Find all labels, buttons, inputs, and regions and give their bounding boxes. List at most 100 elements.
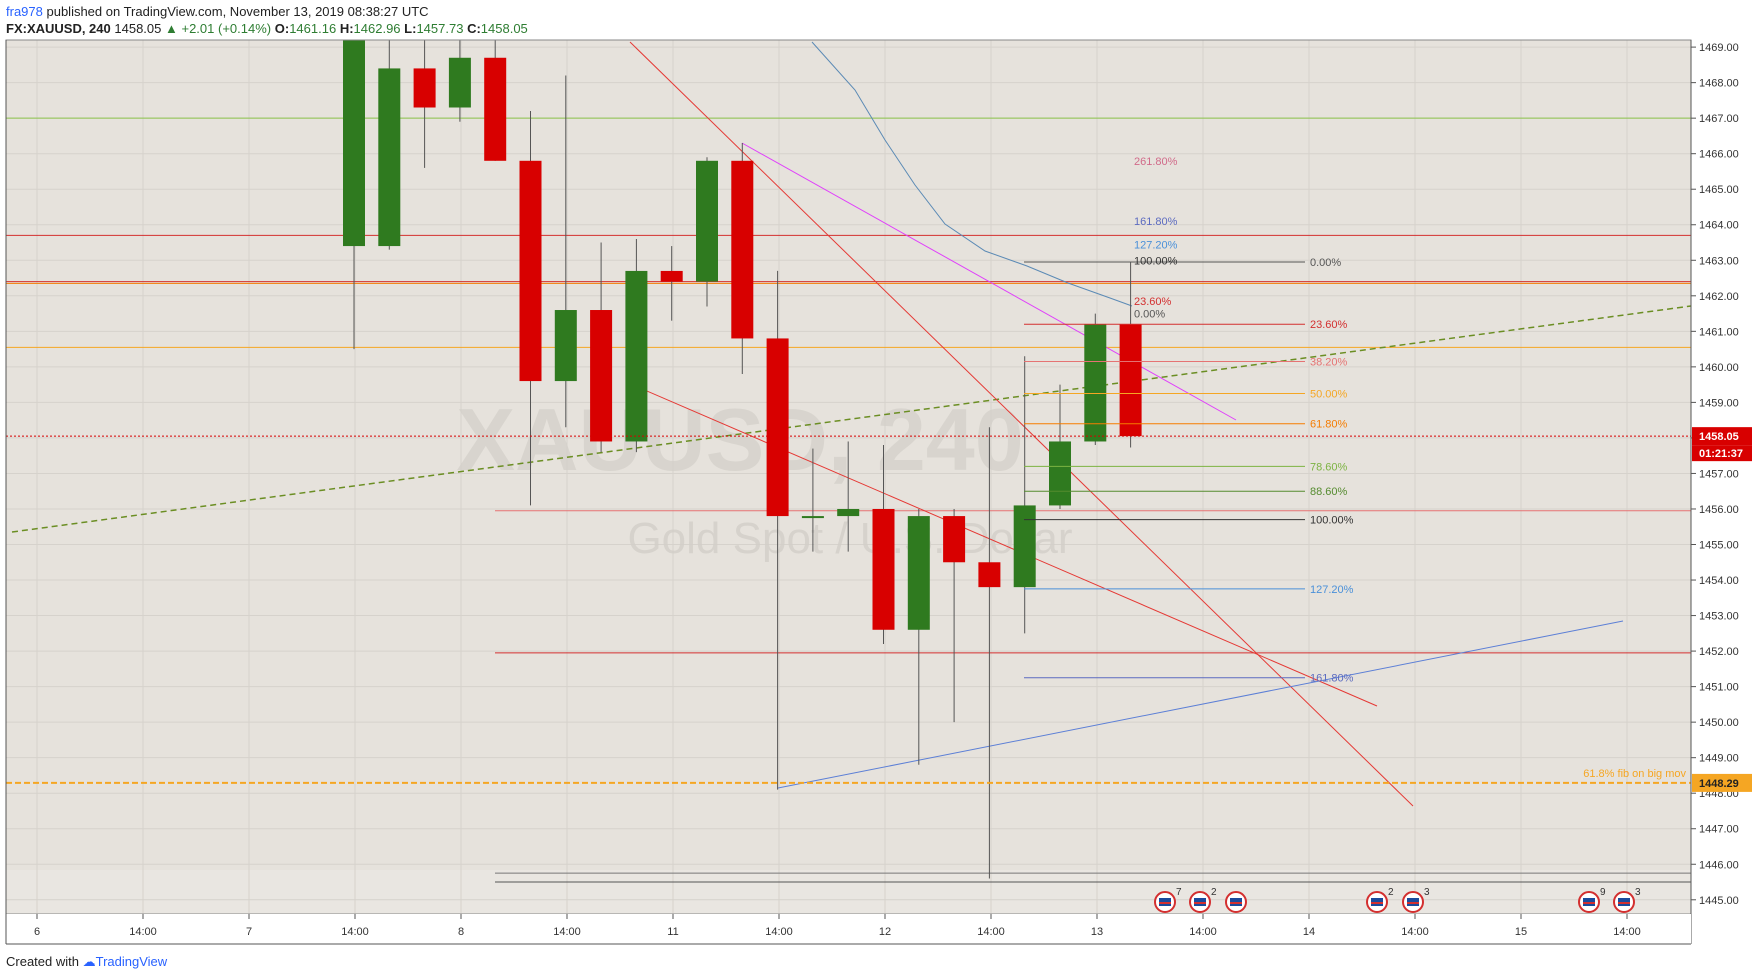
time-tick-label: 14:00 — [129, 926, 157, 938]
price-axis — [1691, 40, 1755, 944]
author-link[interactable]: fra978 — [6, 4, 43, 19]
time-tick-label: 12 — [879, 926, 891, 938]
current-price-tag-value: 1458.05 — [1699, 431, 1739, 443]
high-value: 1462.96 — [353, 21, 401, 36]
fib-extension-label: 0.00% — [1134, 309, 1165, 321]
time-tick-label: 14:00 — [765, 926, 793, 938]
moving-average-line — [811, 41, 1133, 307]
published-text: published on TradingView.com, November 1… — [42, 4, 429, 19]
publish-info: fra978 published on TradingView.com, Nov… — [6, 4, 429, 19]
time-tick-label: 6 — [34, 926, 40, 938]
fib-level-label: 100.00% — [1310, 515, 1354, 527]
current-price-tag — [1692, 427, 1752, 446]
candle-body — [343, 40, 365, 247]
last-price: 1458.05 — [114, 21, 162, 36]
time-axis — [6, 914, 1691, 944]
falling-trendline — [629, 41, 1414, 807]
event-count: 3 — [1635, 887, 1641, 898]
candle-body — [731, 160, 754, 339]
fib-level-label: 50.00% — [1310, 389, 1348, 401]
fib-big-move-note: 61.8% fib on big mov — [1583, 768, 1686, 780]
price-tick-label: 1464.00 — [1699, 220, 1739, 232]
candle-body — [1049, 441, 1071, 506]
candle-body — [484, 57, 507, 161]
candle-body — [413, 68, 436, 108]
price-tick-label: 1450.00 — [1699, 717, 1739, 729]
low-label: L: — [404, 21, 417, 36]
low-value: 1457.73 — [416, 21, 464, 36]
time-tick-label: 15 — [1515, 926, 1527, 938]
tradingview-link[interactable]: TradingView — [95, 954, 168, 969]
price-tick-label: 1453.00 — [1699, 611, 1739, 623]
price-tick-label: 1446.00 — [1699, 859, 1739, 871]
fib-extension-label: 100.00% — [1134, 255, 1178, 267]
candle-body — [1119, 324, 1142, 437]
time-tick-label: 11 — [667, 926, 678, 938]
event-count: 9 — [1600, 887, 1606, 898]
price-tick-label: 1466.00 — [1699, 149, 1739, 161]
candle-body — [766, 338, 789, 517]
fib-level-label: 23.60% — [1310, 319, 1348, 331]
fib-extension-label: 261.80% — [1134, 156, 1178, 168]
events-strip — [6, 870, 1691, 914]
time-tick-label: 13 — [1091, 926, 1103, 938]
price-tick-label: 1454.00 — [1699, 575, 1739, 587]
big-move-tag-value: 1448.29 — [1699, 778, 1739, 790]
price-tick-label: 1447.00 — [1699, 824, 1739, 836]
price-tick-label: 1463.00 — [1699, 255, 1739, 267]
time-tick-label: 14:00 — [1401, 926, 1429, 938]
candle-body — [801, 516, 824, 519]
price-tick-label: 1455.00 — [1699, 540, 1739, 552]
event-count: 2 — [1388, 887, 1394, 898]
price-tick-label: 1456.00 — [1699, 504, 1739, 516]
price-tick-label: 1457.00 — [1699, 468, 1739, 480]
time-tick-label: 14:00 — [1189, 926, 1217, 938]
candle-body — [660, 270, 683, 282]
price-tick-label: 1452.00 — [1699, 646, 1739, 658]
fib-level-label: 38.20% — [1310, 357, 1348, 369]
price-tick-label: 1461.00 — [1699, 326, 1739, 338]
falling-trendline — [632, 384, 1378, 707]
candle-body — [625, 270, 648, 442]
time-tick-label: 14 — [1303, 926, 1315, 938]
time-tick-label: 7 — [246, 926, 252, 938]
candle-body — [448, 57, 471, 108]
price-tick-label: 1462.00 — [1699, 291, 1739, 303]
countdown-tag — [1692, 445, 1752, 462]
tradingview-logo-icon: ☁ — [82, 954, 96, 969]
close-value: 1458.05 — [480, 21, 528, 36]
watermark-description: Gold Spot / U.S. Dollar — [627, 514, 1072, 563]
price-tick-label: 1451.00 — [1699, 682, 1739, 694]
symbol-name: FX:XAUUSD, 240 — [6, 21, 111, 36]
footer: Created with ☁TradingView — [6, 954, 167, 970]
price-tick-label: 1460.00 — [1699, 362, 1739, 374]
candle-body — [1013, 505, 1036, 588]
fib-level-label: 127.20% — [1310, 584, 1354, 596]
time-tick-label: 14:00 — [1613, 926, 1641, 938]
time-tick-label: 8 — [458, 926, 464, 938]
candle-body — [1084, 324, 1107, 442]
price-tick-label: 1467.00 — [1699, 113, 1739, 125]
price-tick-label: 1459.00 — [1699, 397, 1739, 409]
fib-extension-label: 23.60% — [1134, 296, 1172, 308]
price-tick-label: 1449.00 — [1699, 753, 1739, 765]
fib-level-label: 61.80% — [1310, 419, 1348, 431]
event-count: 7 — [1176, 887, 1182, 898]
fib-level-label: 161.80% — [1310, 673, 1354, 685]
price-change: ▲ +2.01 (+0.14%) — [165, 21, 272, 36]
event-count: 3 — [1424, 887, 1430, 898]
time-tick-label: 14:00 — [341, 926, 369, 938]
magenta-trendline — [741, 142, 1237, 421]
candle-body — [872, 508, 895, 630]
candle-body — [378, 68, 401, 247]
fib-extension-label: 127.20% — [1134, 239, 1178, 251]
candle-body — [837, 508, 860, 517]
price-tick-label: 1445.00 — [1699, 895, 1739, 907]
dashed-trendline — [11, 305, 1692, 533]
candle-body — [943, 516, 966, 563]
price-tick-label: 1468.00 — [1699, 78, 1739, 90]
time-tick-label: 14:00 — [977, 926, 1005, 938]
fib-level-label: 78.60% — [1310, 461, 1348, 473]
big-move-tag — [1692, 773, 1752, 792]
